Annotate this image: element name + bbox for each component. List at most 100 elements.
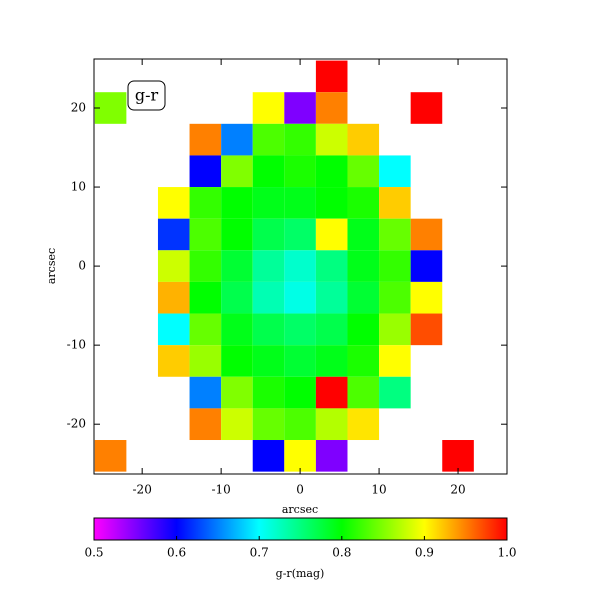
image-cell — [221, 313, 253, 346]
annotation-box — [127, 80, 166, 111]
image-cell — [379, 187, 411, 219]
image-cell — [347, 281, 380, 314]
image-cell — [315, 408, 348, 441]
image-cell — [315, 155, 348, 188]
image-cell — [284, 313, 316, 346]
image-cell — [284, 123, 316, 156]
image-cell — [252, 187, 285, 219]
image-cell — [379, 250, 411, 282]
image-cell — [315, 187, 348, 219]
y-tick-label: 20 — [71, 101, 86, 115]
colorbar-tick-label: 0.6 — [167, 546, 186, 560]
image-cell — [315, 345, 348, 377]
image-cell — [284, 250, 316, 282]
image-cell — [284, 187, 316, 219]
image-cell — [157, 345, 190, 377]
image-cell — [315, 60, 348, 93]
colorbar — [93, 517, 508, 541]
image-cell — [410, 218, 443, 251]
y-tick-label: 10 — [71, 180, 86, 194]
image-cell — [379, 313, 411, 346]
image-cell — [252, 250, 285, 282]
image-cell — [379, 345, 411, 377]
y-tick-label: -20 — [67, 417, 86, 431]
image-cells — [94, 60, 474, 472]
image-cell — [189, 376, 222, 409]
x-tick-label: 20 — [450, 483, 465, 497]
image-cell — [252, 313, 285, 346]
image-cell — [252, 218, 285, 251]
image-cell — [442, 440, 474, 472]
image-cell — [189, 218, 222, 251]
image-cell — [347, 218, 380, 251]
image-cell — [252, 408, 285, 441]
annotation: g-r — [135, 86, 159, 105]
y-tick-label: 0 — [78, 259, 86, 273]
image-cell — [315, 440, 348, 472]
image-cell — [221, 123, 253, 156]
image-cell — [315, 281, 348, 314]
image-cell — [284, 281, 316, 314]
image-cell — [189, 187, 222, 219]
image-cell — [221, 376, 253, 409]
image-cell — [284, 440, 316, 472]
image-cell — [284, 345, 316, 377]
image-cell — [410, 92, 443, 124]
image-cell — [221, 345, 253, 377]
image-cell — [379, 376, 411, 409]
image-cell — [315, 123, 348, 156]
image-cell — [221, 408, 253, 441]
x-tick-label: -10 — [211, 483, 230, 497]
image-cell — [252, 281, 285, 314]
colorbar-tick-label: 0.9 — [415, 546, 434, 560]
image-cell — [347, 345, 380, 377]
colorbar-tick-label: 1.0 — [497, 546, 516, 560]
y-axis-label: arcsec — [45, 248, 58, 284]
image-cell — [315, 218, 348, 251]
image-cell — [94, 440, 127, 472]
image-cell — [315, 250, 348, 282]
image-cell — [189, 408, 222, 441]
image-cell — [157, 313, 190, 346]
image-cell — [221, 281, 253, 314]
colorbar-tick-label: 0.5 — [84, 546, 103, 560]
x-tick-label: 10 — [371, 483, 386, 497]
image-cell — [347, 408, 380, 441]
image-cell — [221, 155, 253, 188]
image-cell — [284, 155, 316, 188]
colorbar-tick-label: 0.8 — [332, 546, 351, 560]
image-cell — [252, 440, 285, 472]
image-cell — [157, 187, 190, 219]
image-cell — [379, 155, 411, 188]
image-cell — [221, 218, 253, 251]
x-tick-label: -20 — [133, 483, 152, 497]
image-cell — [410, 281, 443, 314]
image-cell — [410, 250, 443, 282]
image-cell — [189, 281, 222, 314]
image-cell — [252, 376, 285, 409]
image-cell — [315, 92, 348, 124]
image-cell — [252, 123, 285, 156]
image-cell — [252, 155, 285, 188]
image-cell — [189, 155, 222, 188]
image-cell — [347, 155, 380, 188]
image-cell — [284, 376, 316, 409]
image-cell — [284, 218, 316, 251]
image-cell — [157, 250, 190, 282]
image-cell — [379, 281, 411, 314]
image-cell — [284, 408, 316, 441]
image-cell — [189, 250, 222, 282]
colorbar-tick-label: 0.7 — [250, 546, 269, 560]
image-cell — [157, 281, 190, 314]
x-axis-label: arcsec — [282, 503, 318, 516]
image-cell — [189, 123, 222, 156]
y-tick-label: -10 — [67, 338, 86, 352]
image-cell — [94, 92, 127, 124]
colorbar-label: g-r(mag) — [276, 567, 325, 580]
image-cell — [315, 313, 348, 346]
image-cell — [252, 92, 285, 124]
image-cell — [347, 250, 380, 282]
image-cell — [189, 313, 222, 346]
